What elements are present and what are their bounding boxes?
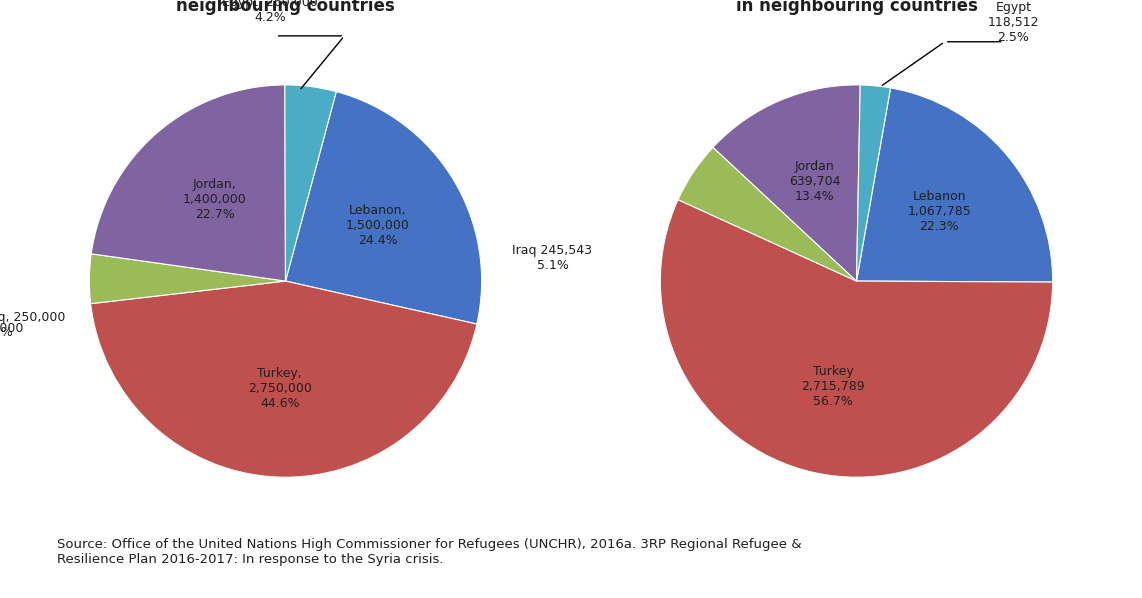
Text: Iraq, 250,000
4.1%: Iraq, 250,000 4.1% xyxy=(0,322,24,350)
Text: Egypt, 260,000
4.2%: Egypt, 260,000 4.2% xyxy=(222,0,317,25)
Title: B: Officially registered Syrian refugees
in neighbouring countries: B: Officially registered Syrian refugees… xyxy=(674,0,1039,15)
Text: Egypt
118,512
2.5%: Egypt 118,512 2.5% xyxy=(988,1,1039,44)
Wedge shape xyxy=(660,200,1053,477)
Text: Lebanon
1,067,785
22.3%: Lebanon 1,067,785 22.3% xyxy=(908,190,971,233)
Wedge shape xyxy=(286,91,482,324)
Wedge shape xyxy=(678,147,856,281)
Text: Turkey
2,715,789
56.7%: Turkey 2,715,789 56.7% xyxy=(802,365,866,408)
Wedge shape xyxy=(856,88,1053,282)
Wedge shape xyxy=(713,85,860,281)
Title: A: Syrian refugees in
neighbouring countries: A: Syrian refugees in neighbouring count… xyxy=(176,0,395,15)
Wedge shape xyxy=(856,85,891,281)
Wedge shape xyxy=(89,254,286,304)
Text: Iraq, 250,000
4.1%: Iraq, 250,000 4.1% xyxy=(0,311,66,339)
Text: Turkey,
2,750,000
44.6%: Turkey, 2,750,000 44.6% xyxy=(248,367,312,410)
Text: Lebanon,
1,500,000
24.4%: Lebanon, 1,500,000 24.4% xyxy=(346,204,410,247)
Text: Iraq 245,543
5.1%: Iraq 245,543 5.1% xyxy=(513,243,593,271)
Text: Source: Office of the United Nations High Commissioner for Refugees (UNCHR), 201: Source: Office of the United Nations Hig… xyxy=(57,538,802,566)
Text: Jordan,
1,400,000
22.7%: Jordan, 1,400,000 22.7% xyxy=(183,178,247,221)
Wedge shape xyxy=(90,281,477,477)
Text: Jordan
639,704
13.4%: Jordan 639,704 13.4% xyxy=(789,160,841,203)
Wedge shape xyxy=(91,85,286,281)
Wedge shape xyxy=(284,85,336,281)
